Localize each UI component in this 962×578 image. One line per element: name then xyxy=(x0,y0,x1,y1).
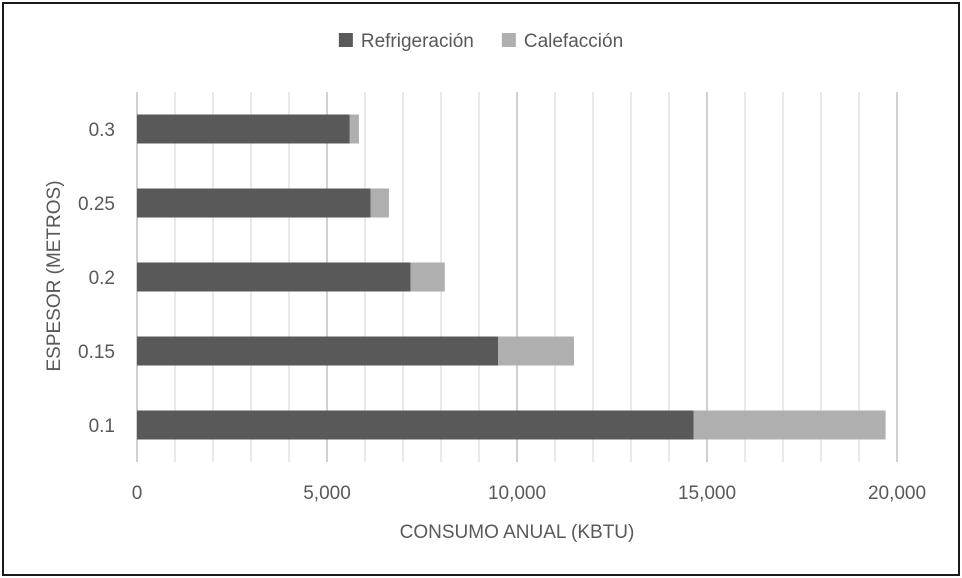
x-tick-label: 10,000 xyxy=(488,483,546,504)
legend-label: Calefacción xyxy=(524,31,623,52)
bar-calefaccion-0_2 xyxy=(410,262,445,292)
bar-calefaccion-0_1 xyxy=(693,410,886,440)
y-tick-label: 0.15 xyxy=(78,342,115,363)
y-tick-label: 0.2 xyxy=(89,268,115,289)
bar-calefaccion-0_3 xyxy=(349,114,359,144)
x-tick-label: 20,000 xyxy=(868,483,926,504)
bar-refrigeracion-0_1 xyxy=(137,410,694,440)
bar-calefaccion-0_25 xyxy=(370,188,389,218)
bars-group xyxy=(137,114,886,440)
x-axis-title: CONSUMO ANUAL (KBTU) xyxy=(400,522,635,543)
y-axis-title: ESPESOR (METROS) xyxy=(44,180,65,371)
bar-refrigeracion-0_3 xyxy=(137,114,350,144)
y-tick-label: 0.3 xyxy=(89,120,115,141)
x-tick-label: 0 xyxy=(132,483,143,504)
x-tick-label: 5,000 xyxy=(303,483,351,504)
x-tick-label: 15,000 xyxy=(678,483,736,504)
bar-refrigeracion-0_2 xyxy=(137,262,411,292)
legend: Refrigeración Calefacción xyxy=(338,31,623,52)
legend-label: Refrigeración xyxy=(361,31,474,52)
y-tick-label: 0.1 xyxy=(89,416,115,437)
legend-swatch xyxy=(501,33,516,47)
bar-calefaccion-0_15 xyxy=(498,336,574,366)
y-tick-labels: 0.1 0.15 0.2 0.25 0.3 xyxy=(78,120,115,437)
bar-refrigeracion-0_15 xyxy=(137,336,498,366)
legend-swatch xyxy=(338,33,353,47)
grid-lines xyxy=(136,92,898,462)
bar-refrigeracion-0_25 xyxy=(137,188,371,218)
y-tick-label: 0.25 xyxy=(78,194,115,215)
x-tick-labels: 0 5,000 10,000 15,000 20,000 xyxy=(132,483,926,504)
